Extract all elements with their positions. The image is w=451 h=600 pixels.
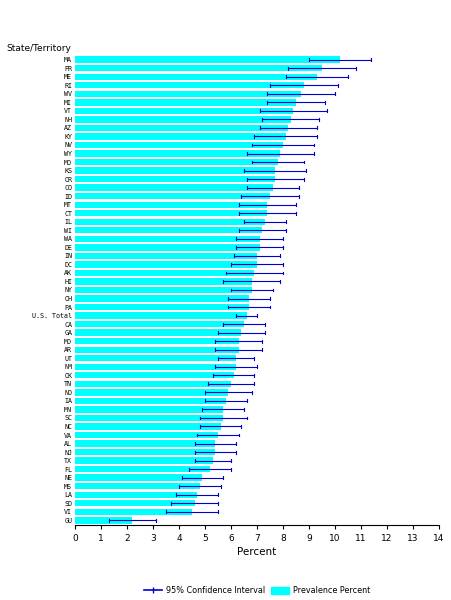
Bar bbox=[75, 415, 223, 421]
Bar bbox=[75, 483, 200, 490]
Bar bbox=[75, 406, 223, 413]
Bar bbox=[75, 202, 267, 208]
Bar bbox=[75, 167, 275, 174]
Text: State/Territory: State/Territory bbox=[6, 44, 71, 53]
Bar bbox=[75, 151, 281, 157]
Bar bbox=[75, 261, 257, 268]
Bar bbox=[75, 457, 213, 464]
Bar bbox=[75, 99, 296, 106]
Bar bbox=[75, 56, 340, 63]
Bar bbox=[75, 295, 249, 302]
Bar bbox=[75, 321, 244, 328]
Bar bbox=[75, 133, 285, 140]
Bar bbox=[75, 449, 216, 455]
Bar bbox=[75, 107, 294, 114]
X-axis label: Percent: Percent bbox=[237, 547, 276, 557]
Bar bbox=[75, 236, 260, 242]
Bar bbox=[75, 244, 260, 251]
Bar bbox=[75, 380, 231, 387]
Bar bbox=[75, 347, 239, 353]
Bar bbox=[75, 389, 228, 395]
Bar bbox=[75, 355, 236, 361]
Bar bbox=[75, 500, 194, 506]
Bar bbox=[75, 82, 304, 88]
Bar bbox=[75, 125, 288, 131]
Bar bbox=[75, 210, 267, 217]
Bar bbox=[75, 329, 241, 336]
Bar bbox=[75, 184, 272, 191]
Bar bbox=[75, 65, 322, 71]
Bar bbox=[75, 218, 265, 225]
Bar bbox=[75, 74, 317, 80]
Bar bbox=[75, 278, 252, 284]
Bar bbox=[75, 253, 257, 259]
Bar bbox=[75, 270, 254, 276]
Bar bbox=[75, 423, 221, 430]
Bar bbox=[75, 432, 218, 438]
Legend: 95% Confidence Interval, Prevalence Percent: 95% Confidence Interval, Prevalence Perc… bbox=[141, 583, 373, 599]
Bar bbox=[75, 287, 252, 293]
Bar bbox=[75, 517, 132, 524]
Bar bbox=[75, 159, 278, 165]
Bar bbox=[75, 398, 226, 404]
Bar bbox=[75, 372, 234, 379]
Bar bbox=[75, 466, 210, 472]
Bar bbox=[75, 440, 216, 447]
Bar bbox=[75, 304, 249, 310]
Bar bbox=[75, 313, 247, 319]
Bar bbox=[75, 338, 239, 344]
Bar bbox=[75, 193, 270, 199]
Bar bbox=[75, 491, 197, 498]
Bar bbox=[75, 176, 275, 182]
Bar bbox=[75, 475, 202, 481]
Bar bbox=[75, 91, 301, 97]
Bar bbox=[75, 227, 262, 233]
Bar bbox=[75, 364, 236, 370]
Bar bbox=[75, 116, 291, 122]
Bar bbox=[75, 509, 192, 515]
Bar bbox=[75, 142, 283, 148]
